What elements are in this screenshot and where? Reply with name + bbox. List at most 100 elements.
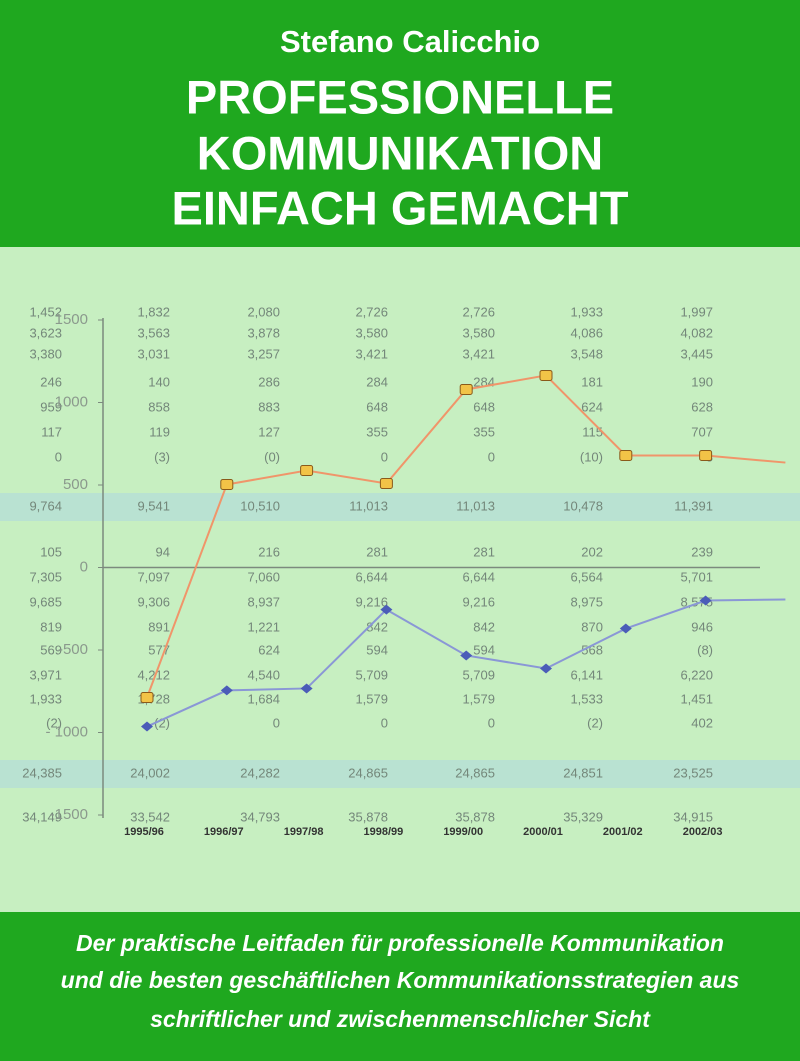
table-cell: 1,579 [355,691,388,706]
table-cell: 402 [691,715,713,730]
table-cell: 117 [41,424,62,439]
table-cell: 1,933 [570,304,603,319]
table-cell: 3,445 [680,346,713,361]
table-cell: 3,257 [247,346,280,361]
table-cell: (0) [264,449,280,464]
table-cell: 8,937 [247,594,280,609]
table-cell: 707 [691,424,713,439]
y-tick-label: -1500 [50,806,88,823]
table-cell: 239 [691,544,713,559]
table-cell: 1,221 [247,619,280,634]
table-cell: 0 [488,715,495,730]
x-tick-label: 1996/97 [204,826,244,838]
table-cell: 127 [258,424,280,439]
table-cell: 6,644 [462,569,495,584]
footer-band [0,912,800,1061]
table-cell: 3,380 [29,346,62,361]
table-cell: 5,701 [680,569,713,584]
table-cell: 34,915 [673,809,713,824]
table-cell: 0 [55,449,62,464]
table-cell: 3,421 [355,346,388,361]
subtitle-line: und die besten geschäftlichen Kommunikat… [61,967,740,993]
table-cell: 33,542 [130,809,170,824]
table-cell: 24,865 [455,765,495,780]
data-marker [699,449,713,461]
x-tick-label: 1997/98 [284,826,324,838]
table-cell: 1,832 [137,304,170,319]
table-cell: 140 [148,374,170,389]
table-cell: 2,726 [462,304,495,319]
table-cell: 34,793 [240,809,280,824]
table-cell: 246 [40,374,62,389]
data-marker [539,369,553,381]
table-cell: (2) [46,715,62,730]
table-cell: 190 [691,374,713,389]
table-cell: 3,421 [462,346,495,361]
data-marker [379,478,393,490]
table-cell: 24,002 [130,765,170,780]
data-marker [380,604,393,615]
table-band [0,493,800,521]
data-marker [220,479,234,491]
table-cell: 9,216 [462,594,495,609]
table-cell: 9,216 [355,594,388,609]
header-band [0,0,800,247]
table-cell: (8) [697,642,713,657]
table-cell: 959 [40,399,62,414]
x-tick-label: 2001/02 [603,826,643,838]
table-cell: 34,149 [22,809,62,824]
table-cell: 24,282 [240,765,280,780]
table-cell: 5,709 [355,667,388,682]
table-cell: (2) [587,715,603,730]
table-cell: 4,212 [137,667,170,682]
table-cell: 3,031 [137,346,170,361]
data-marker [141,721,153,732]
table-cell: 569 [40,642,62,657]
table-cell: 624 [581,399,603,414]
chart-background [0,247,800,912]
table-cell: 3,563 [137,325,170,340]
table: 1,452 1,832 2,080 2,726 2,726 1,933 1,997 3,623… [22,304,713,824]
table-cell: 35,329 [563,809,603,824]
table-cell: 281 [473,544,495,559]
table-cell: 3,580 [462,325,495,340]
table-cell: 119 [149,424,170,439]
table-cell: 24,385 [22,765,62,780]
y-tick-label: 1000 [55,393,88,410]
table-cell: 7,060 [247,569,280,584]
table-cell: 1,684 [247,691,280,706]
table-cell: 3,548 [570,346,603,361]
data-marker [699,595,712,606]
x-tick-label: 1998/99 [364,826,404,838]
table-cell: 4,540 [247,667,280,682]
table-cell: 10,510 [240,498,280,513]
table-cell: 11,013 [349,498,388,513]
table-cell: 0 [273,715,280,730]
table-cell: 24,851 [563,765,603,780]
author: Stefano Calicchio [280,24,540,59]
table-cell: 181 [581,374,603,389]
table-cell: 9,306 [137,594,170,609]
table-cell: 35,878 [455,809,495,824]
table-cell: 3,878 [247,325,280,340]
table-cell: 7,097 [137,569,170,584]
x-tick-label: 2002/03 [683,826,723,838]
table-cell: 577 [148,642,170,657]
table-cell: 4,082 [680,325,713,340]
table-cell: (2) [154,715,170,730]
table-cell: 216 [258,544,280,559]
title-line: PROFESSIONELLE [186,70,614,123]
subtitle-line: Der praktische Leitfaden für professione… [76,930,724,956]
table-cell: 842 [473,619,495,634]
table-cell: 3,623 [29,325,62,340]
data-marker [540,663,552,674]
table-cell: 105 [40,544,62,559]
table-cell: 3,580 [355,325,388,340]
data-marker [460,650,473,661]
table-cell: 94 [156,544,170,559]
table-cell: 0 [488,449,495,464]
data-marker [140,692,154,704]
table-cell: 648 [473,399,495,414]
table-cell: 648 [366,399,388,414]
